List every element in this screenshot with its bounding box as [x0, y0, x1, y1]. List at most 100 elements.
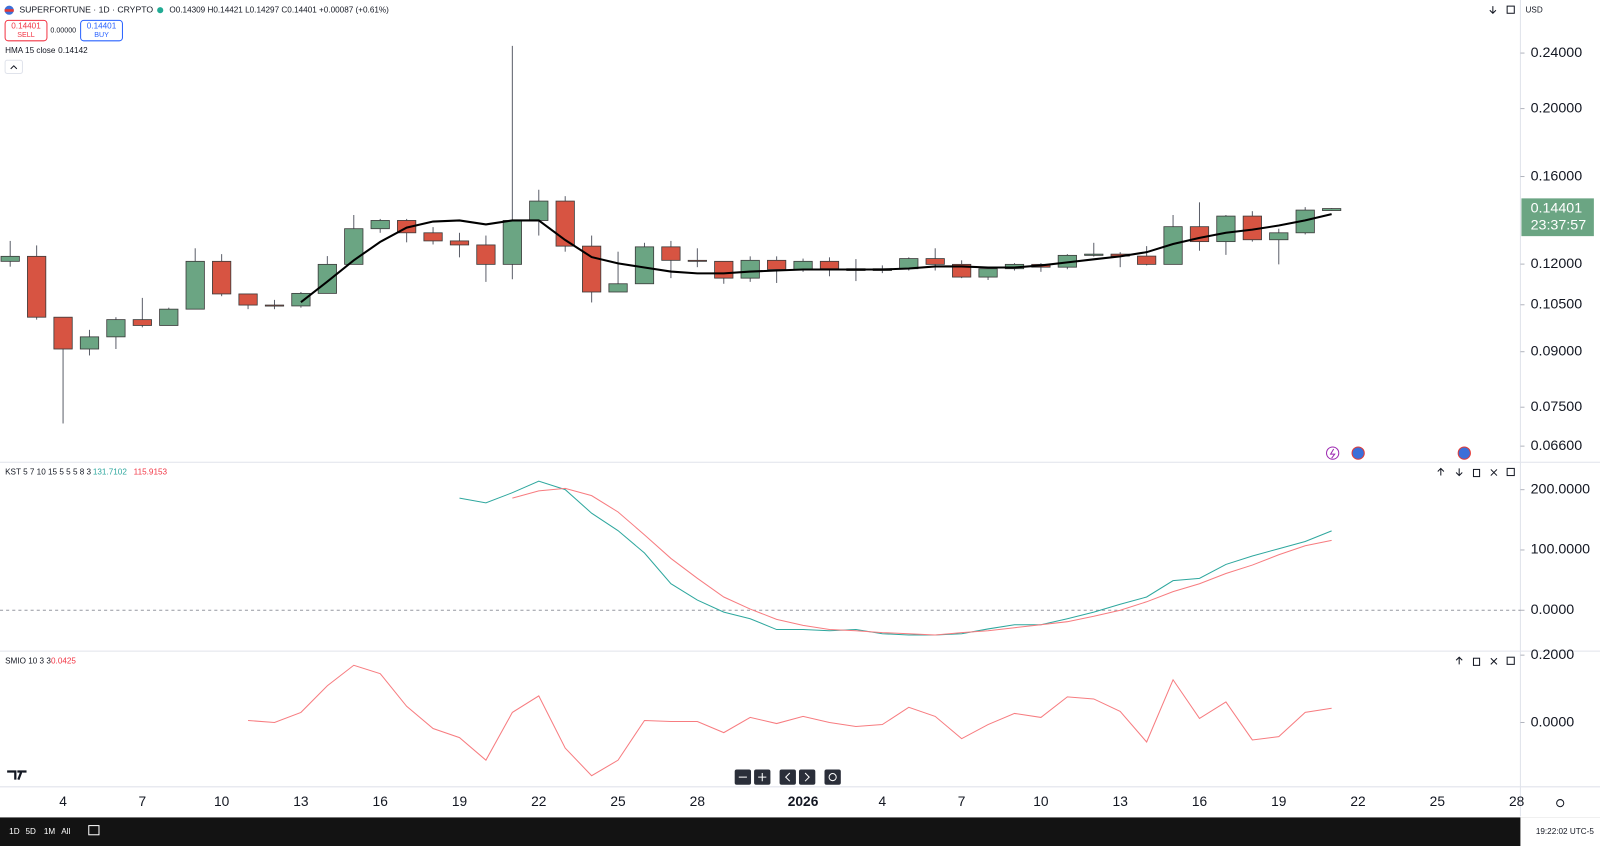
- smio-legend: SMIO 10 3 3: [5, 656, 51, 665]
- candle-body: [1322, 208, 1342, 211]
- y-tick-label: 0.2000: [1531, 647, 1575, 663]
- candle-body: [185, 260, 205, 310]
- x-tick-label: 4: [59, 794, 67, 809]
- range-button[interactable]: 1M: [44, 827, 56, 836]
- icon: [784, 772, 791, 782]
- collapse[interactable]: [1490, 657, 1498, 665]
- y-tick-label: 0.06600: [1531, 438, 1583, 454]
- scroll-icon[interactable]: [1489, 6, 1497, 14]
- candle-body: [79, 336, 100, 350]
- date-range-icon[interactable]: [88, 825, 100, 836]
- sell-price: 0.14401: [11, 22, 41, 31]
- last-price: 0.14401: [1531, 200, 1583, 216]
- scroll-right[interactable]: [798, 769, 816, 785]
- x-tick-label: 19: [452, 794, 467, 809]
- candle-body: [476, 244, 496, 265]
- candle-body: [767, 259, 787, 270]
- buy-label: BUY: [94, 31, 109, 39]
- icon: [804, 772, 810, 782]
- market-status: [157, 7, 164, 14]
- candle-body: [608, 283, 628, 293]
- range-button[interactable]: All: [61, 827, 70, 836]
- candle-body: [106, 319, 126, 338]
- icon: [758, 773, 767, 782]
- signal-value: 115.9153: [134, 468, 168, 477]
- clock-box: [1520, 817, 1600, 846]
- sell-button[interactable]: [4, 19, 48, 42]
- collapse-button[interactable]: [4, 59, 23, 74]
- smio-value: 0.0425: [51, 656, 76, 665]
- y-tick-label: 0.24000: [1531, 45, 1583, 61]
- range-button[interactable]: 5D: [26, 827, 37, 836]
- x-tick-label: 2026: [788, 794, 819, 809]
- spread: 0.00000: [50, 27, 76, 35]
- x-tick-label: 10: [1033, 794, 1049, 809]
- settings-icon[interactable]: [1556, 799, 1565, 808]
- event-icon[interactable]: [1326, 446, 1340, 460]
- countdown: 23:37:57: [1531, 218, 1587, 234]
- candle-body: [661, 246, 681, 261]
- x-tick-label: 25: [610, 794, 626, 809]
- y-tick-label: 0.12000: [1531, 256, 1583, 272]
- clock: 19:22:02 UTC-5: [1536, 827, 1594, 836]
- candle-body: [317, 263, 337, 294]
- y-tick-label: 100.0000: [1531, 542, 1591, 558]
- candle-body: [740, 259, 760, 279]
- y-tick-label: 0.0000: [1531, 714, 1575, 730]
- candle-body: [212, 260, 232, 295]
- candle-body: [793, 260, 813, 270]
- candle-body: [555, 200, 575, 247]
- move-down[interactable]: [1455, 468, 1463, 477]
- collapse[interactable]: [1490, 469, 1498, 476]
- y-tick-label: 0.10500: [1531, 297, 1583, 313]
- candle-body: [132, 319, 152, 326]
- range-button[interactable]: 1D: [9, 827, 20, 836]
- delete[interactable]: [1472, 657, 1481, 666]
- move-up[interactable]: [1455, 656, 1463, 665]
- candle-body: [53, 316, 73, 350]
- icon: [828, 773, 837, 782]
- x-tick-label: 10: [214, 794, 230, 809]
- buy-button[interactable]: [80, 19, 123, 42]
- event-icon[interactable]: [1457, 446, 1471, 460]
- collapse-icon: [10, 65, 18, 70]
- candle-body: [370, 220, 390, 230]
- series-line: [248, 664, 1332, 777]
- candle-body: [159, 308, 179, 326]
- candle-body: [687, 259, 707, 262]
- y-tick-label: 0.16000: [1531, 168, 1583, 184]
- candle-body: [925, 258, 945, 265]
- x-tick-label: 13: [1113, 794, 1129, 809]
- maximize[interactable]: [1506, 656, 1515, 665]
- ohlc-legend: O0.14309 H0.14421 L0.14297 C0.14401 +0.0…: [169, 5, 389, 14]
- symbol-title: SUPERFORTUNE · 1D · CRYPTO: [19, 5, 153, 15]
- logo: [7, 770, 27, 781]
- currency[interactable]: USD: [1526, 5, 1543, 14]
- zoom-controls: [734, 769, 841, 785]
- event-icon[interactable]: [1351, 446, 1365, 460]
- candle-body: [238, 293, 258, 306]
- candle-body: [1269, 232, 1289, 241]
- x-tick-label: 28: [1509, 794, 1525, 809]
- delete[interactable]: [1472, 468, 1481, 478]
- series-line: [300, 213, 1332, 303]
- maximize-icon[interactable]: [1506, 5, 1515, 14]
- move-up[interactable]: [1437, 467, 1445, 476]
- maximize[interactable]: [1506, 467, 1515, 477]
- x-tick-label: 7: [958, 794, 966, 809]
- kst-value: 131.7102: [93, 468, 127, 477]
- x-tick-label: 22: [1350, 794, 1365, 809]
- candle-body: [423, 232, 443, 242]
- candle-body: [529, 200, 549, 221]
- bottom-toolbar: [0, 817, 1600, 846]
- y-tick-label: 0.09000: [1531, 343, 1583, 359]
- reset[interactable]: [824, 769, 841, 785]
- scroll-left[interactable]: [779, 769, 796, 785]
- y-tick-label: 0.20000: [1531, 100, 1583, 116]
- x-tick-label: 28: [690, 794, 706, 809]
- candle-body: [449, 240, 470, 246]
- hma-legend: HMA 15 close: [5, 46, 56, 55]
- candle-body: [344, 228, 364, 265]
